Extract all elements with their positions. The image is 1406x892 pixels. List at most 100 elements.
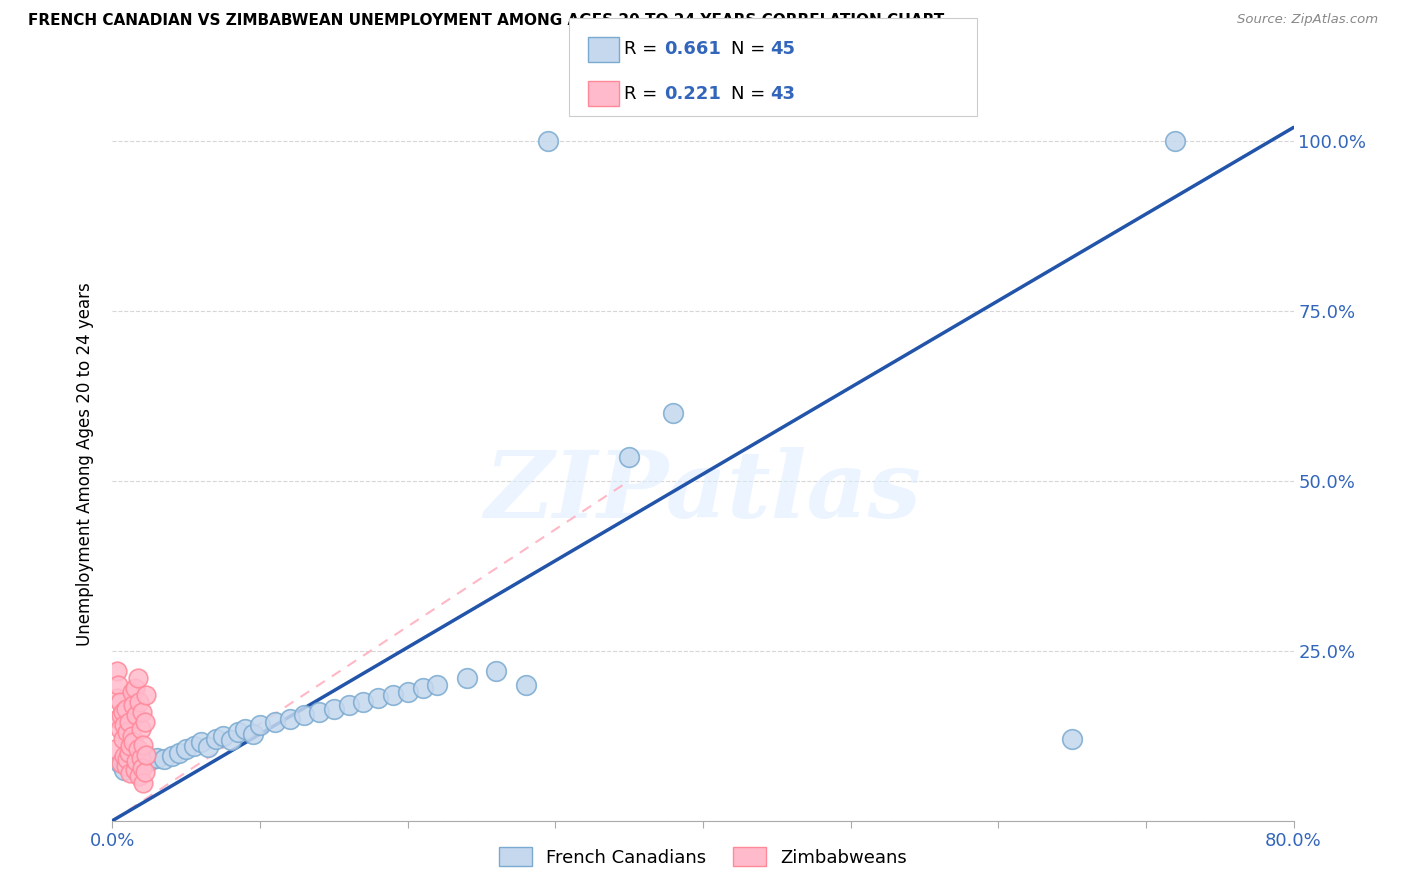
Point — [107, 678, 129, 692]
Point — [112, 718, 135, 732]
Point — [117, 749, 138, 764]
Point — [124, 754, 146, 768]
Point — [233, 722, 256, 736]
Point — [122, 735, 145, 749]
Point — [411, 681, 433, 695]
Point — [146, 751, 169, 765]
Point — [308, 705, 330, 719]
Point — [125, 754, 148, 768]
Point — [183, 739, 205, 753]
Point — [122, 698, 145, 712]
Point — [153, 752, 176, 766]
Point — [456, 671, 478, 685]
Point — [124, 681, 146, 695]
Text: 43: 43 — [770, 85, 796, 103]
Point — [352, 695, 374, 709]
Point — [1062, 732, 1084, 747]
Text: R =: R = — [624, 85, 664, 103]
Point — [114, 701, 136, 715]
Point — [226, 725, 249, 739]
Point — [120, 759, 142, 773]
Point — [537, 134, 560, 148]
Point — [127, 671, 149, 685]
Legend: French Canadians, Zimbabweans: French Canadians, Zimbabweans — [492, 840, 914, 874]
Point — [264, 715, 287, 730]
Point — [426, 678, 449, 692]
Point — [120, 739, 142, 753]
Point — [117, 752, 138, 766]
Point — [104, 742, 127, 756]
Point — [382, 688, 405, 702]
Point — [112, 763, 135, 777]
Point — [118, 715, 141, 730]
Point — [105, 664, 128, 678]
Point — [212, 729, 235, 743]
Point — [662, 406, 685, 420]
Point — [125, 708, 148, 723]
Point — [111, 705, 134, 719]
Point — [134, 764, 156, 779]
Point — [135, 747, 157, 762]
Text: 0.221: 0.221 — [664, 85, 720, 103]
Point — [107, 712, 129, 726]
Point — [134, 715, 156, 730]
Point — [128, 751, 150, 765]
Point — [219, 733, 242, 747]
Point — [167, 746, 190, 760]
Point — [108, 722, 131, 736]
Point — [249, 718, 271, 732]
Point — [121, 729, 143, 743]
Text: FRENCH CANADIAN VS ZIMBABWEAN UNEMPLOYMENT AMONG AGES 20 TO 24 YEARS CORRELATION: FRENCH CANADIAN VS ZIMBABWEAN UNEMPLOYME… — [28, 13, 945, 29]
Point — [323, 701, 346, 715]
Point — [127, 742, 149, 756]
Point — [242, 726, 264, 740]
Point — [134, 749, 156, 764]
Point — [131, 705, 153, 719]
Point — [205, 732, 228, 747]
Point — [111, 732, 134, 747]
Point — [114, 759, 136, 773]
Text: 45: 45 — [770, 40, 796, 58]
Point — [131, 756, 153, 770]
Point — [132, 738, 155, 752]
Point — [138, 754, 160, 768]
Point — [128, 769, 150, 783]
Point — [197, 740, 219, 755]
Point — [128, 695, 150, 709]
Point — [160, 749, 183, 764]
Point — [129, 751, 152, 765]
Point — [108, 695, 131, 709]
Point — [110, 708, 132, 723]
Point — [367, 691, 389, 706]
Point — [111, 752, 134, 766]
Text: N =: N = — [731, 85, 770, 103]
Point — [1164, 134, 1187, 148]
Point — [108, 756, 131, 770]
Point — [129, 722, 152, 736]
Point — [105, 691, 128, 706]
Point — [132, 776, 155, 790]
Point — [120, 766, 142, 780]
Point — [118, 746, 141, 760]
Point — [278, 712, 301, 726]
Point — [135, 688, 157, 702]
Point — [121, 684, 143, 698]
Point — [396, 684, 419, 698]
Point — [292, 708, 315, 723]
Y-axis label: Unemployment Among Ages 20 to 24 years: Unemployment Among Ages 20 to 24 years — [76, 282, 94, 646]
Text: 0.661: 0.661 — [664, 40, 720, 58]
Point — [124, 763, 146, 777]
Text: N =: N = — [731, 40, 770, 58]
Text: R =: R = — [624, 40, 664, 58]
Point — [110, 756, 132, 770]
Point — [515, 678, 537, 692]
Point — [337, 698, 360, 712]
Text: Source: ZipAtlas.com: Source: ZipAtlas.com — [1237, 13, 1378, 27]
Point — [190, 735, 212, 749]
Point — [485, 664, 508, 678]
Point — [619, 450, 641, 464]
Point — [112, 749, 135, 764]
Point — [131, 761, 153, 775]
Point — [117, 725, 138, 739]
Point — [174, 742, 197, 756]
